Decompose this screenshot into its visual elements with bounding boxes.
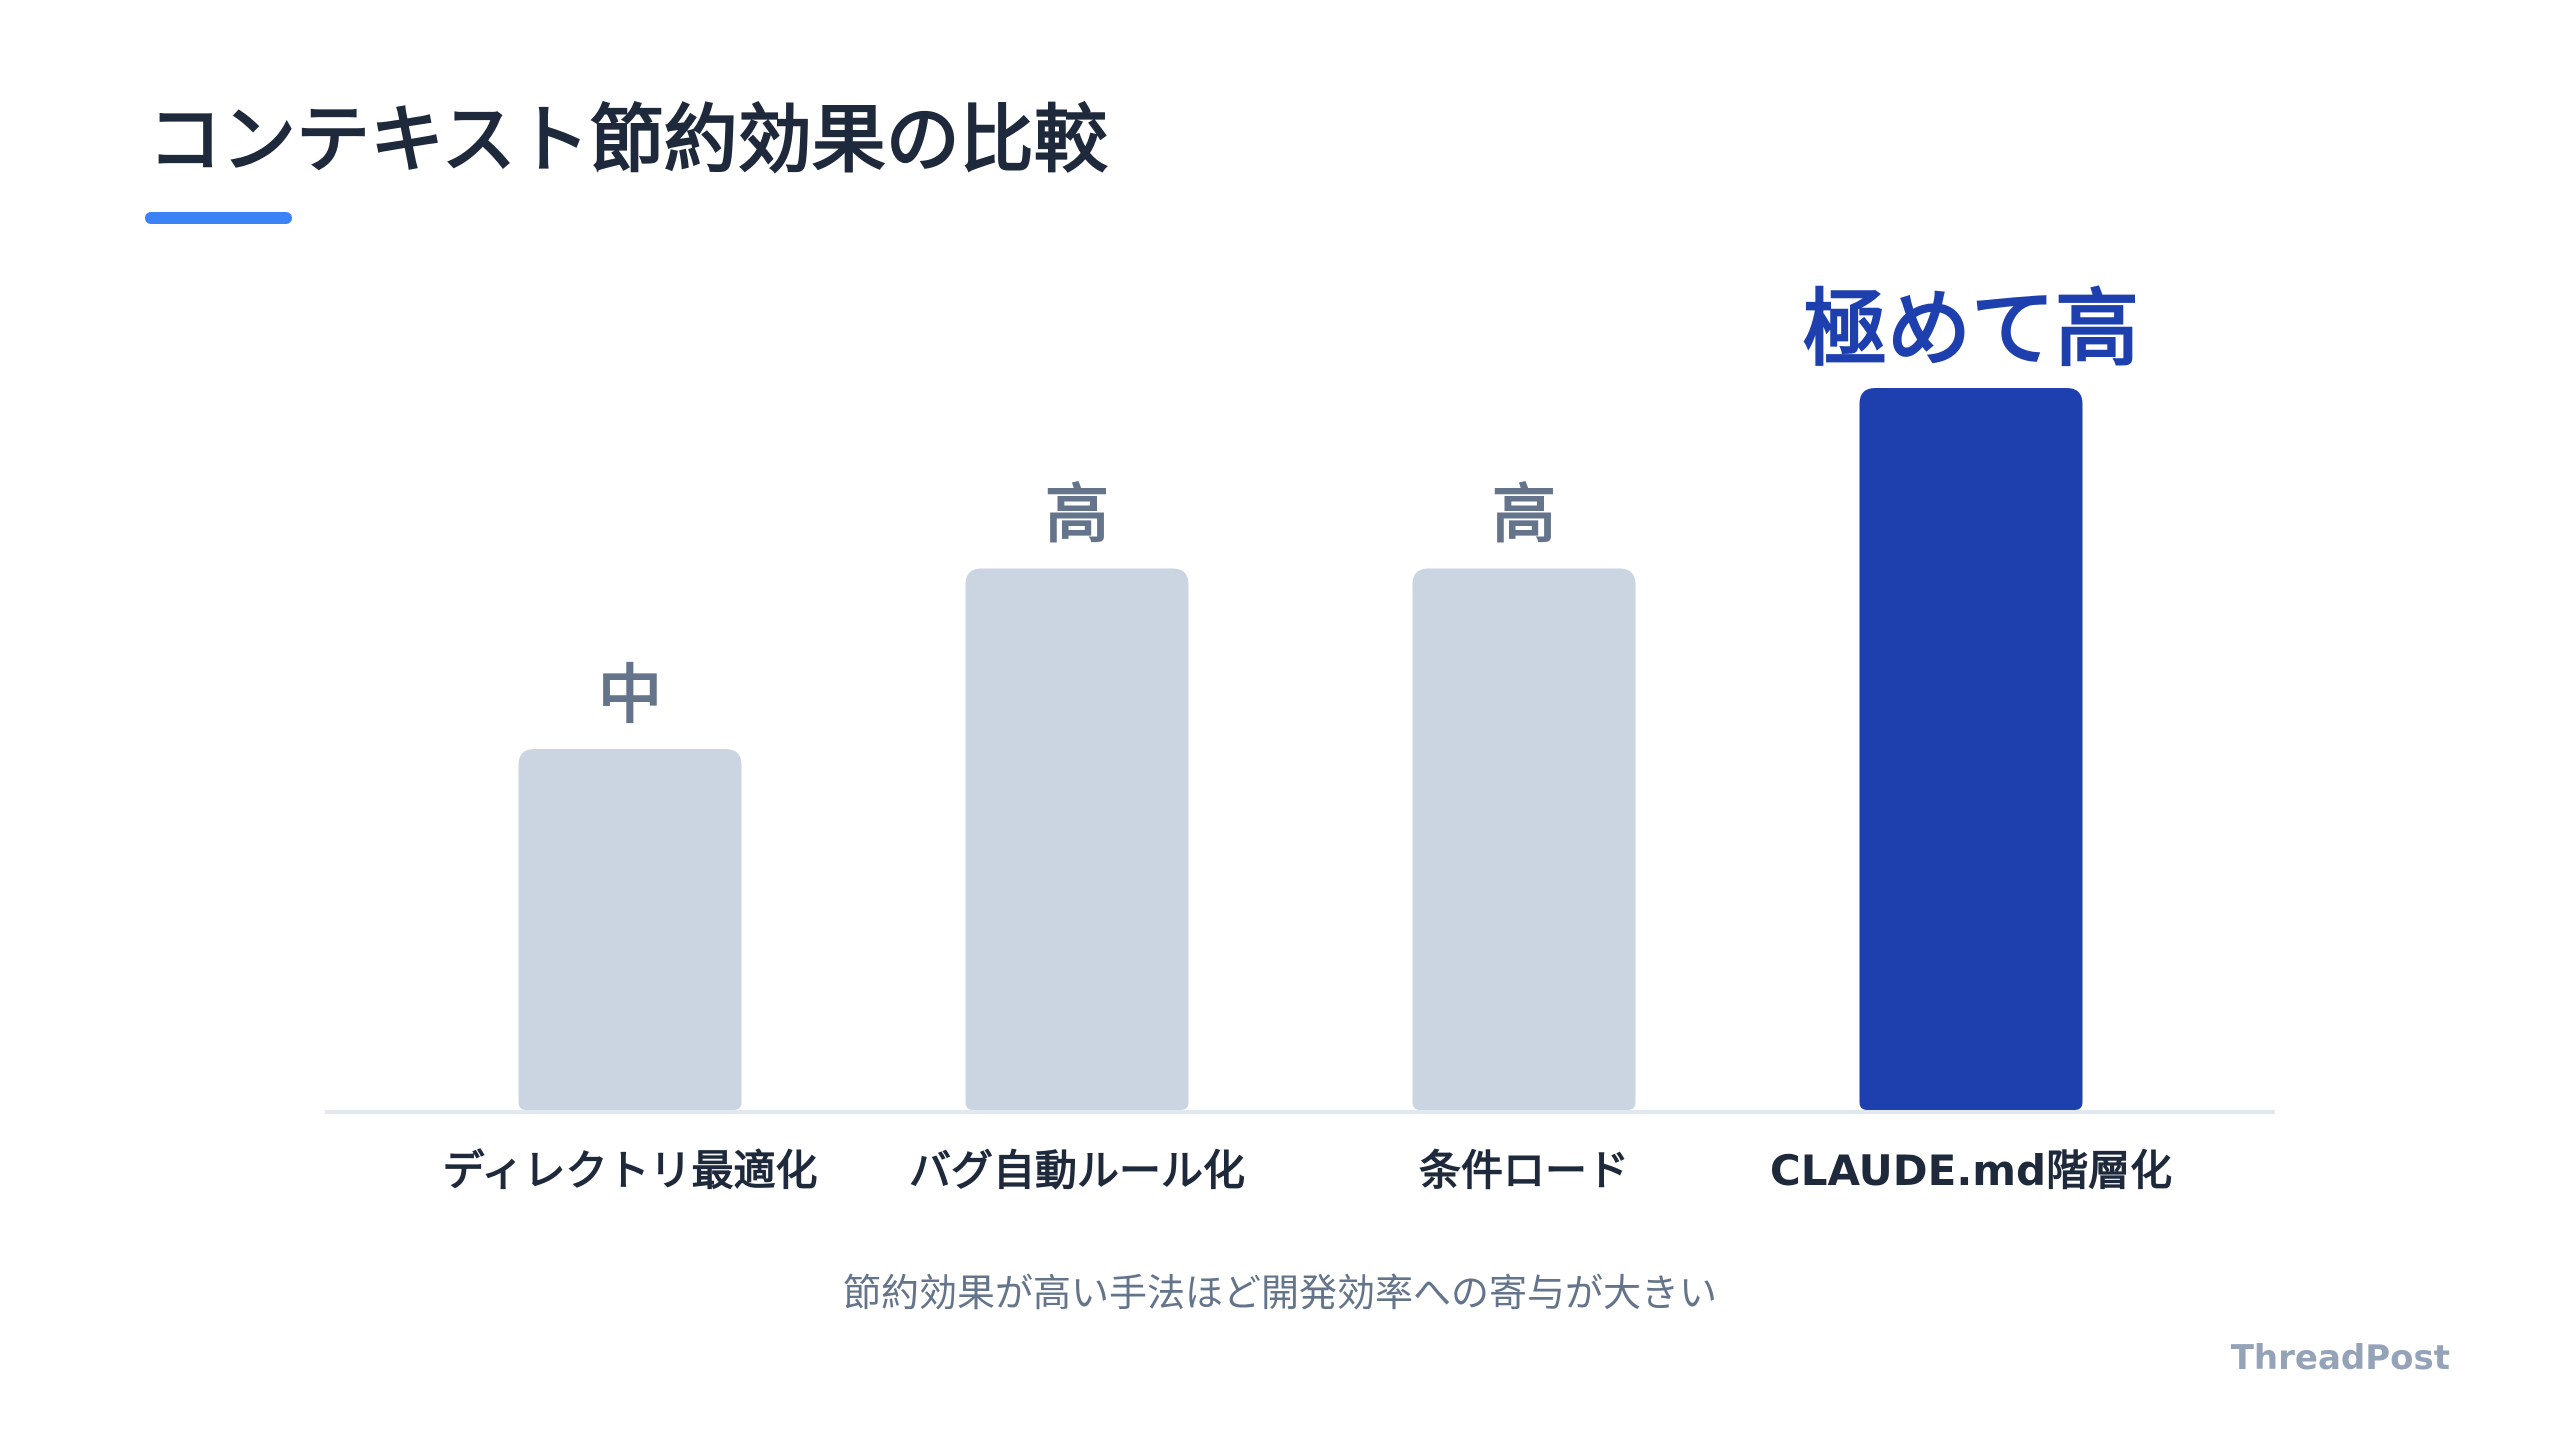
chart-footnote: 節約効果が高い手法ほど開発効率への寄与が大きい	[842, 1271, 1717, 1315]
bar-group	[518, 388, 2083, 1110]
value-label-1: 中	[598, 659, 662, 733]
category-label-1: ディレクトリ最適化	[442, 1146, 817, 1195]
category-label-2: バグ自動ルール化	[909, 1146, 1245, 1195]
brand-logo: ThreadPost	[2230, 1338, 2450, 1378]
value-label-2: 高	[1045, 479, 1109, 553]
category-label-group: ディレクトリ最適化 バグ自動ルール化 条件ロード CLAUDE.md階層化	[442, 1146, 2172, 1195]
value-label-4: 極めて高	[1803, 280, 2139, 378]
value-label-3: 高	[1492, 479, 1556, 553]
title-accent-bar	[145, 212, 292, 224]
bar-1	[518, 749, 742, 1110]
category-label-4: CLAUDE.md階層化	[1770, 1146, 2172, 1195]
bar-4	[1859, 388, 2083, 1110]
value-label-group: 中 高 高 極めて高	[598, 280, 2139, 733]
page-title: コンテキスト節約効果の比較	[148, 97, 1108, 183]
category-label-3: 条件ロード	[1419, 1146, 1629, 1195]
bar-3	[1412, 568, 1636, 1110]
bar-2	[965, 568, 1189, 1110]
